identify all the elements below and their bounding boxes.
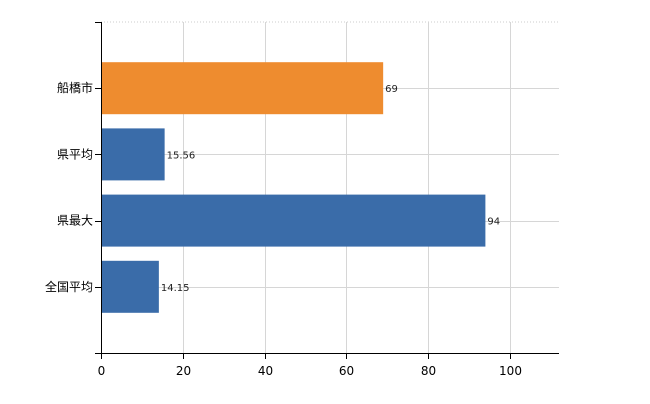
category-label-3: 全国平均 (45, 279, 93, 294)
value-label-1: 15.56 (167, 150, 196, 161)
value-label-3: 14.15 (161, 283, 190, 294)
category-label-0: 船橋市 (57, 80, 93, 95)
bar-0 (101, 62, 384, 115)
x-tick-label-1: 20 (176, 364, 191, 378)
labels-layer: 69 船橋市 15.56 県平均 94 県最大 14.15 全国平均 0 20 40 60 80 100 (45, 80, 522, 378)
bar-2 (101, 194, 486, 247)
bar-1 (101, 128, 165, 181)
x-tick-label-0: 0 (98, 364, 106, 378)
x-tick-label-5: 100 (499, 364, 522, 378)
value-label-0: 69 (385, 84, 398, 95)
value-label-2: 94 (487, 217, 500, 228)
x-tick-label-2: 40 (258, 364, 273, 378)
x-tick-label-4: 80 (421, 364, 436, 378)
axes-layer (95, 22, 559, 359)
category-label-2: 県最大 (57, 214, 93, 228)
category-label-1: 県平均 (57, 147, 93, 161)
x-tick-label-3: 60 (339, 364, 354, 378)
bars-layer (101, 62, 486, 313)
bar-3 (101, 260, 159, 313)
